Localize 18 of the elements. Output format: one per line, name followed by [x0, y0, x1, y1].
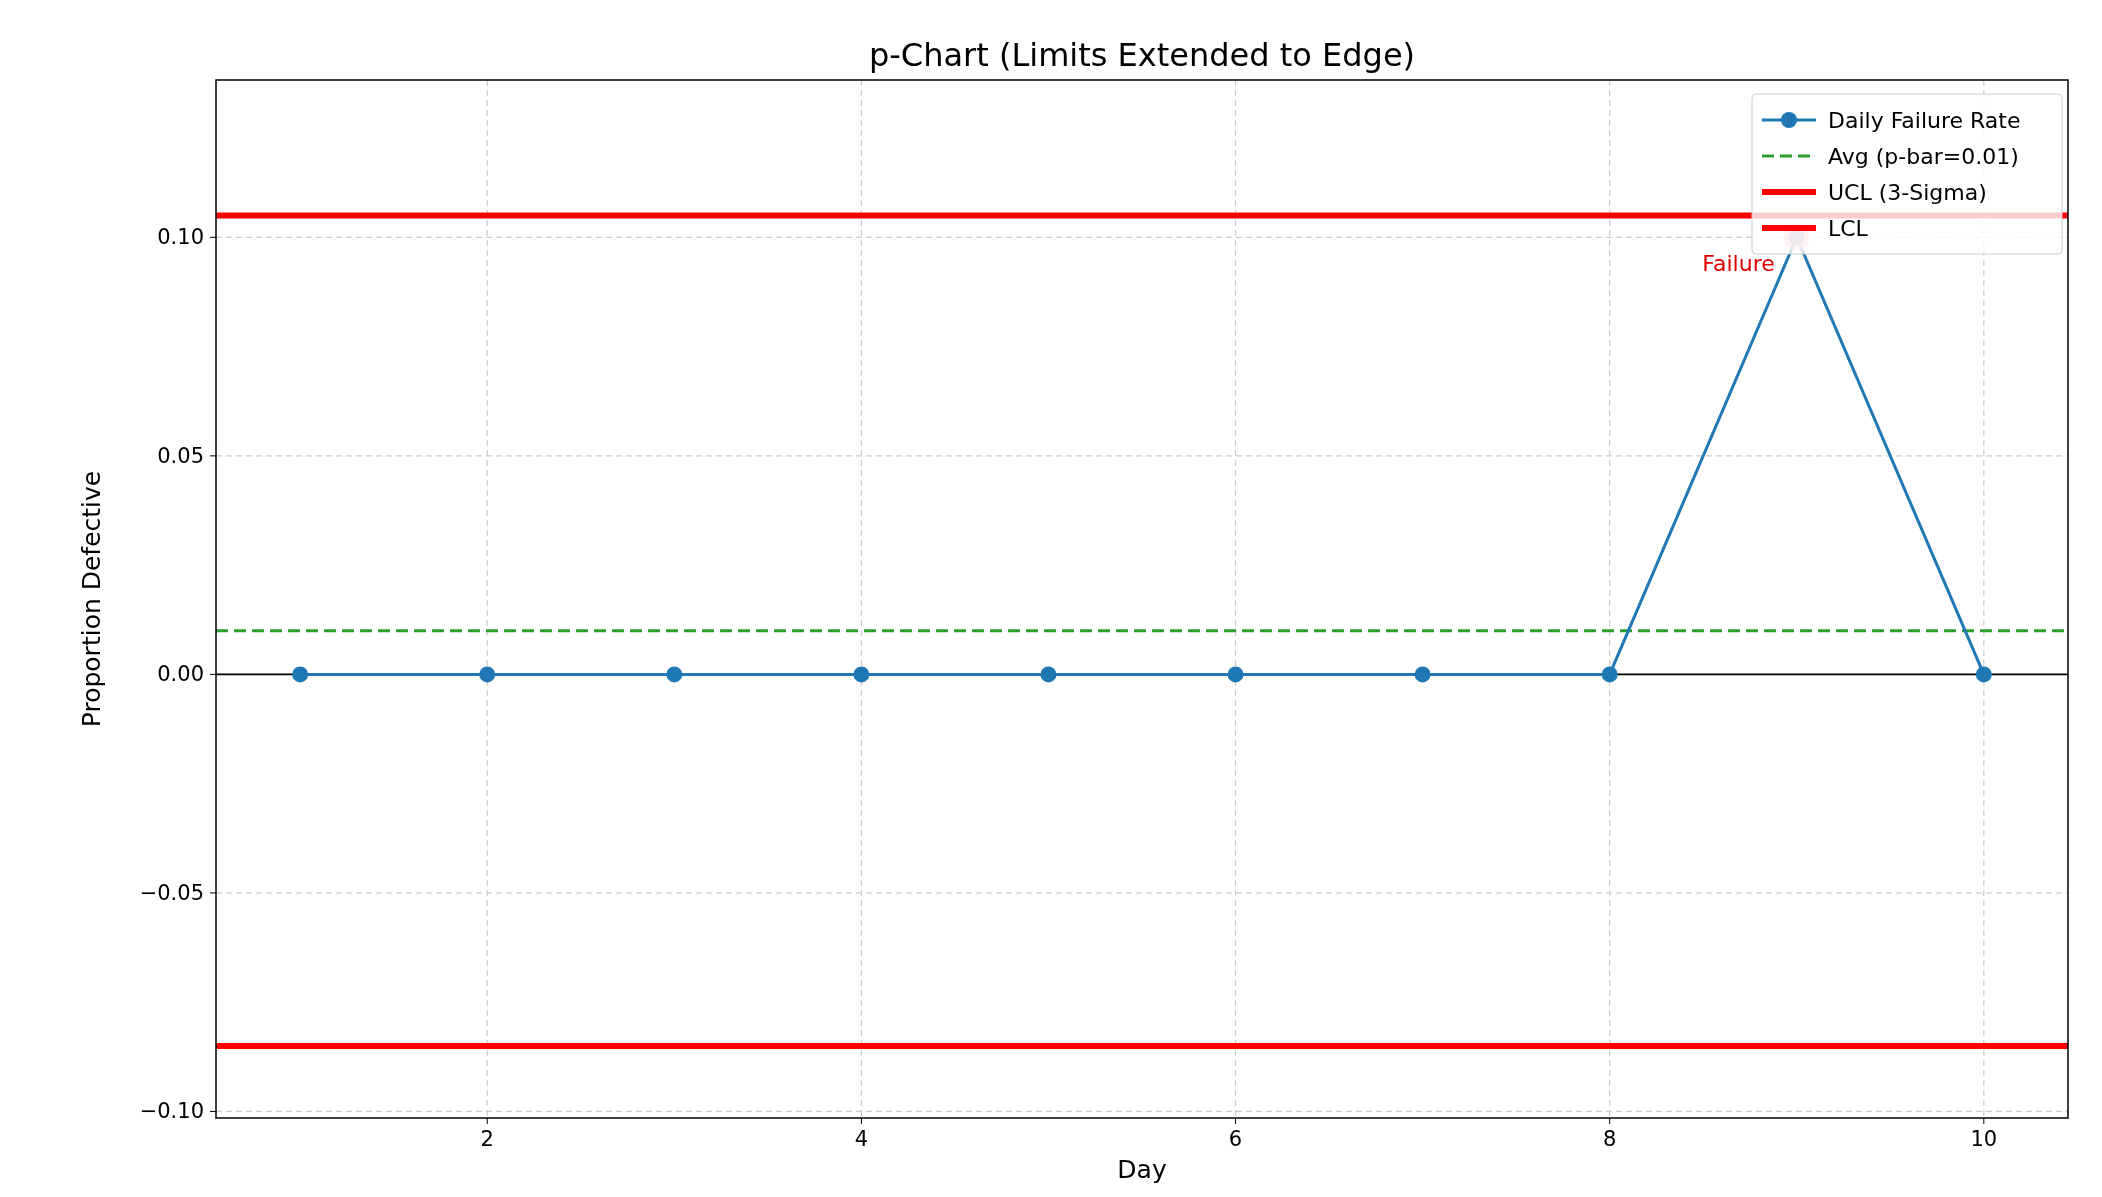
x-tick-label: 4: [854, 1127, 869, 1151]
legend-label: Daily Failure Rate: [1828, 108, 2021, 133]
x-axis-title: Day: [1117, 1155, 1167, 1184]
legend-label: UCL (3-Sigma): [1828, 180, 1987, 205]
y-tick-label: −0.10: [139, 1099, 204, 1124]
y-tick-label: 0.00: [157, 662, 204, 687]
y-tick-label: 0.05: [157, 443, 204, 468]
y-axis-title: Proportion Defective: [77, 470, 106, 728]
annotation: Failure: [1702, 251, 1775, 277]
x-tick-label: 6: [1228, 1127, 1243, 1151]
y-tick-label: 0.10: [157, 225, 204, 250]
y-tick-label: −0.05: [139, 880, 204, 905]
chart-title: p-Chart (Limits Extended to Edge): [868, 36, 1416, 74]
legend-label: Avg (p-bar=0.01): [1828, 144, 2019, 169]
x-tick-label: 2: [480, 1127, 494, 1151]
x-tick-label: 10: [1970, 1127, 1998, 1151]
legend-label: LCL: [1828, 216, 1869, 241]
x-tick-label: 8: [1602, 1127, 1617, 1151]
